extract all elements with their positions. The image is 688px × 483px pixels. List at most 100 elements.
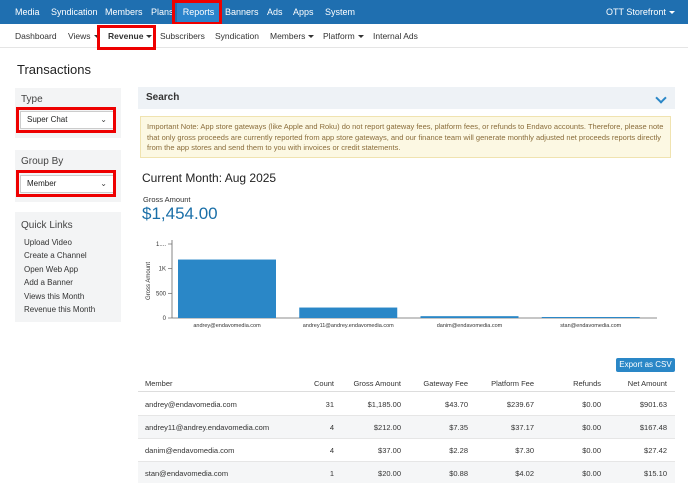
- chart-bar: [541, 317, 640, 318]
- cell-member: stan@endavomedia.com: [145, 469, 229, 478]
- subnav-platform[interactable]: Platform: [323, 24, 364, 48]
- chevron-down-icon: [308, 35, 315, 39]
- chevron-down-icon[interactable]: [655, 92, 667, 104]
- cell-gateway-fee: $0.88: [449, 469, 468, 478]
- type-select[interactable]: Super Chat ⌄: [20, 111, 114, 129]
- cell-member: danim@endavomedia.com: [145, 446, 235, 455]
- app-store-notice: Important Note: App store gateways (like…: [140, 116, 671, 158]
- col-gateway-fee[interactable]: Gateway Fee: [423, 379, 468, 388]
- search-label: Search: [146, 92, 180, 103]
- cell-refunds: $0.00: [582, 446, 601, 455]
- cell-gateway-fee: $2.28: [449, 446, 468, 455]
- chart-bar: [420, 316, 519, 318]
- current-month-title: Current Month: Aug 2025: [142, 171, 277, 185]
- subnav-subscribers[interactable]: Subscribers: [160, 31, 205, 41]
- quick-links-panel: Quick Links: [15, 212, 121, 322]
- type-select-value: Super Chat: [27, 115, 68, 124]
- chevron-down-icon: [93, 35, 100, 39]
- cell-count: 1: [329, 469, 334, 478]
- col-gross-amount[interactable]: Gross Amount: [353, 379, 401, 388]
- cell-platform-fee: $37.17: [511, 423, 534, 432]
- nav-members[interactable]: Members: [105, 7, 143, 17]
- quick-link-add-banner[interactable]: Add a Banner: [24, 278, 73, 287]
- col-net-amount[interactable]: Net Amount: [627, 379, 667, 388]
- col-count[interactable]: Count: [313, 379, 334, 388]
- nav-banners[interactable]: Banners: [225, 7, 259, 17]
- table-header: Member Count Gross Amount Gateway Fee Pl…: [138, 374, 675, 392]
- cell-platform-fee: $239.67: [506, 400, 534, 409]
- chevron-down-icon: [668, 11, 675, 15]
- nav-media[interactable]: Media: [15, 7, 40, 17]
- subnav-views[interactable]: Views: [68, 24, 100, 48]
- chart-x-tick-label: andrey@endavomedia.com: [193, 323, 261, 329]
- cell-refunds: $0.00: [582, 423, 601, 432]
- subnav-platform-label: Platform: [323, 31, 355, 41]
- group-by-select[interactable]: Member ⌄: [20, 175, 114, 193]
- quick-link-revenue-month[interactable]: Revenue this Month: [24, 305, 96, 314]
- page-title: Transactions: [17, 62, 91, 77]
- nav-plans[interactable]: Plans: [151, 7, 174, 17]
- cell-platform-fee: $7.30: [515, 446, 534, 455]
- group-by-select-value: Member: [27, 179, 57, 188]
- search-panel[interactable]: Search: [138, 87, 675, 109]
- cell-net-amount: $15.10: [644, 469, 667, 478]
- cell-gross-amount: $212.00: [373, 423, 401, 432]
- subnav-syndication[interactable]: Syndication: [215, 31, 259, 41]
- chart-bar: [299, 307, 398, 318]
- cell-gateway-fee: $7.35: [449, 423, 468, 432]
- chart-bar: [178, 259, 276, 318]
- cell-platform-fee: $4.02: [515, 469, 534, 478]
- subnav-dashboard[interactable]: Dashboard: [15, 31, 57, 41]
- cell-gross-amount: $37.00: [378, 446, 401, 455]
- table-row: stan@endavomedia.com 1 $20.00 $0.88 $4.02 $0.…: [138, 462, 675, 483]
- cell-refunds: $0.00: [582, 400, 601, 409]
- sub-navbar: Dashboard Views Revenue Subscribers Synd…: [0, 24, 688, 48]
- chart-x-tick-label: stan@endavomedia.com: [560, 323, 621, 329]
- subnav-views-label: Views: [68, 31, 91, 41]
- chart-x-tick-label: danim@endavomedia.com: [437, 323, 503, 329]
- quick-link-upload-video[interactable]: Upload Video: [24, 238, 72, 247]
- chart-x-tick-label: andrey11@andrey.endavomedia.com: [303, 323, 394, 329]
- nav-ads[interactable]: Ads: [267, 7, 283, 17]
- quick-link-create-channel[interactable]: Create a Channel: [24, 251, 87, 260]
- chart-y-label: Gross Amount: [146, 262, 152, 300]
- cell-member: andrey11@andrey.endavomedia.com: [145, 423, 270, 432]
- nav-system[interactable]: System: [325, 7, 356, 17]
- quick-link-views-month[interactable]: Views this Month: [24, 292, 85, 301]
- quick-link-open-web-app[interactable]: Open Web App: [24, 265, 79, 274]
- cell-gateway-fee: $43.70: [445, 400, 468, 409]
- gross-amount-chart: Gross Amount 0 500 1K 1.... andrey@endavomedi…: [146, 240, 657, 329]
- type-label: Type: [21, 94, 43, 105]
- chevron-down-icon: [146, 35, 153, 39]
- nav-syndication[interactable]: Syndication: [51, 7, 98, 17]
- table-row: andrey11@andrey.endavomedia.com 4 $212.00 $…: [138, 416, 675, 439]
- col-platform-fee[interactable]: Platform Fee: [491, 379, 534, 388]
- subnav-internal-ads[interactable]: Internal Ads: [373, 31, 418, 41]
- subnav-revenue[interactable]: Revenue: [108, 24, 153, 48]
- cell-net-amount: $167.48: [639, 423, 667, 432]
- nav-reports[interactable]: Reports: [177, 0, 220, 24]
- cell-count: 4: [329, 446, 334, 455]
- col-refunds[interactable]: Refunds: [573, 379, 601, 388]
- top-navbar: Media Syndication Members Plans Reports …: [0, 0, 688, 24]
- chevron-down-icon: ⌄: [100, 115, 107, 124]
- nav-apps[interactable]: Apps: [293, 7, 314, 17]
- storefront-menu[interactable]: OTT Storefront: [606, 0, 675, 24]
- chart-y-tick-label: 1....: [156, 242, 166, 248]
- cell-count: 31: [325, 400, 334, 409]
- table-row: andrey@endavomedia.com 31 $1,185.00 $43.70 $…: [138, 393, 675, 416]
- subnav-revenue-label: Revenue: [108, 31, 144, 41]
- cell-count: 4: [329, 423, 334, 432]
- storefront-label: OTT Storefront: [606, 7, 666, 17]
- subnav-members-label: Members: [270, 31, 306, 41]
- gross-amount-label: Gross Amount: [143, 195, 191, 204]
- chart-y-tick-label: 500: [156, 291, 167, 297]
- export-csv-button[interactable]: Export as CSV: [616, 358, 675, 372]
- group-by-label: Group By: [21, 156, 64, 167]
- cell-gross-amount: $1,185.00: [367, 400, 401, 409]
- chevron-down-icon: ⌄: [100, 179, 107, 188]
- subnav-members[interactable]: Members: [270, 24, 315, 48]
- cell-net-amount: $901.63: [639, 400, 667, 409]
- table-row: danim@endavomedia.com 4 $37.00 $2.28 $7.30 $0…: [138, 439, 675, 462]
- col-member[interactable]: Member: [145, 379, 173, 388]
